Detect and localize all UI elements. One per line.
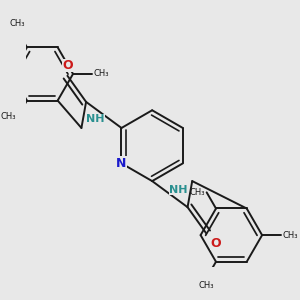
Text: NH: NH — [86, 114, 105, 124]
Text: CH₃: CH₃ — [10, 20, 25, 28]
Text: CH₃: CH₃ — [283, 231, 298, 240]
Text: CH₃: CH₃ — [189, 188, 205, 197]
Text: N: N — [116, 157, 127, 170]
Text: CH₃: CH₃ — [0, 112, 16, 121]
Text: O: O — [210, 237, 220, 250]
Text: CH₃: CH₃ — [199, 281, 214, 290]
Text: CH₃: CH₃ — [94, 69, 109, 78]
Text: NH: NH — [169, 185, 188, 195]
Text: O: O — [62, 59, 73, 72]
